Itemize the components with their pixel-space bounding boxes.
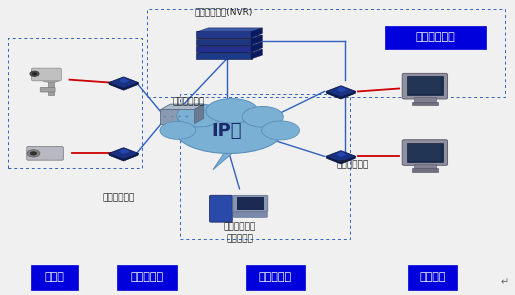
Ellipse shape xyxy=(30,71,39,76)
FancyBboxPatch shape xyxy=(233,195,268,212)
FancyBboxPatch shape xyxy=(414,97,436,104)
Ellipse shape xyxy=(206,99,258,123)
Text: 以太网交换机: 以太网交换机 xyxy=(173,97,205,106)
Circle shape xyxy=(171,116,174,117)
Text: 视音频解码器: 视音频解码器 xyxy=(337,161,369,170)
Polygon shape xyxy=(326,151,356,162)
Polygon shape xyxy=(197,28,262,32)
FancyBboxPatch shape xyxy=(385,26,486,49)
FancyBboxPatch shape xyxy=(408,265,457,290)
Circle shape xyxy=(178,116,181,117)
Text: 视频显示: 视频显示 xyxy=(419,272,446,282)
FancyBboxPatch shape xyxy=(210,195,232,222)
Text: 管理、控制: 管理、控制 xyxy=(259,272,292,282)
Polygon shape xyxy=(109,153,139,161)
Circle shape xyxy=(164,116,166,117)
Ellipse shape xyxy=(27,150,40,157)
Ellipse shape xyxy=(160,122,196,139)
Polygon shape xyxy=(109,77,139,88)
Polygon shape xyxy=(213,153,232,170)
Ellipse shape xyxy=(242,106,283,127)
Text: 传输、交换: 传输、交换 xyxy=(130,272,163,282)
Polygon shape xyxy=(336,151,347,157)
FancyBboxPatch shape xyxy=(30,265,77,290)
Polygon shape xyxy=(197,50,262,53)
Polygon shape xyxy=(197,35,262,39)
Text: 视音频编码器: 视音频编码器 xyxy=(102,193,134,202)
FancyBboxPatch shape xyxy=(40,87,55,92)
Polygon shape xyxy=(119,77,130,83)
Polygon shape xyxy=(119,148,130,154)
Text: ↵: ↵ xyxy=(501,278,509,288)
Polygon shape xyxy=(197,42,262,46)
Ellipse shape xyxy=(32,72,37,75)
Text: 视频客户端: 视频客户端 xyxy=(226,235,253,244)
Ellipse shape xyxy=(42,77,60,82)
FancyBboxPatch shape xyxy=(412,102,438,106)
FancyBboxPatch shape xyxy=(407,142,443,162)
FancyBboxPatch shape xyxy=(237,197,264,210)
FancyBboxPatch shape xyxy=(407,76,443,95)
FancyBboxPatch shape xyxy=(196,46,251,52)
Polygon shape xyxy=(336,86,347,92)
Polygon shape xyxy=(326,91,356,99)
Polygon shape xyxy=(194,104,203,124)
FancyBboxPatch shape xyxy=(27,147,63,160)
FancyBboxPatch shape xyxy=(196,32,251,38)
FancyBboxPatch shape xyxy=(48,76,54,95)
FancyBboxPatch shape xyxy=(196,39,251,45)
Polygon shape xyxy=(109,148,139,159)
Text: IP网: IP网 xyxy=(211,122,242,140)
Polygon shape xyxy=(109,83,139,90)
FancyBboxPatch shape xyxy=(31,68,61,81)
Polygon shape xyxy=(251,50,262,59)
FancyBboxPatch shape xyxy=(161,109,195,124)
Text: 网络视频存储(NVR): 网络视频存储(NVR) xyxy=(195,7,253,17)
Ellipse shape xyxy=(175,107,283,153)
FancyBboxPatch shape xyxy=(117,265,177,290)
Polygon shape xyxy=(251,42,262,52)
FancyBboxPatch shape xyxy=(196,53,251,59)
FancyBboxPatch shape xyxy=(233,212,267,217)
FancyBboxPatch shape xyxy=(414,164,436,170)
FancyBboxPatch shape xyxy=(412,168,438,172)
Ellipse shape xyxy=(177,104,222,127)
FancyBboxPatch shape xyxy=(402,73,448,99)
FancyBboxPatch shape xyxy=(408,144,441,160)
Polygon shape xyxy=(326,156,356,164)
Circle shape xyxy=(185,116,188,117)
Polygon shape xyxy=(251,28,262,37)
Ellipse shape xyxy=(262,121,299,140)
Polygon shape xyxy=(251,35,262,45)
Text: 视频源: 视频源 xyxy=(44,272,64,282)
Ellipse shape xyxy=(30,151,37,155)
FancyBboxPatch shape xyxy=(246,265,305,290)
Text: 控制管理平台: 控制管理平台 xyxy=(224,223,255,232)
Text: 视频音频存储: 视频音频存储 xyxy=(415,32,455,42)
Polygon shape xyxy=(326,86,356,97)
FancyBboxPatch shape xyxy=(402,140,448,165)
Polygon shape xyxy=(161,104,203,109)
FancyBboxPatch shape xyxy=(408,77,441,94)
